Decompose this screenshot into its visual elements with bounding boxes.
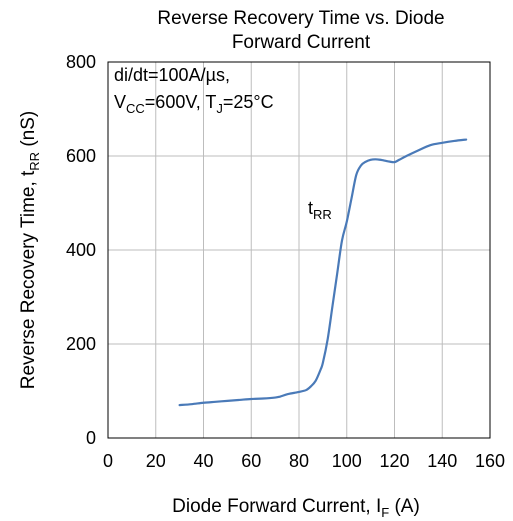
series-line-0 bbox=[178, 138, 468, 407]
annotation-line-1: di/dt=100A/µs, bbox=[114, 65, 230, 85]
series-layer bbox=[178, 138, 468, 407]
chart-title-line-2: Forward Current bbox=[232, 32, 371, 53]
x-tick-label-6: 120 bbox=[379, 451, 409, 471]
x-axis-label: Diode Forward Current, IF (A) bbox=[172, 496, 420, 520]
x-tick-label-4: 80 bbox=[289, 451, 309, 471]
vcc-main: V bbox=[114, 92, 126, 112]
x-tick-label-2: 40 bbox=[193, 451, 213, 471]
plot-frame bbox=[107, 61, 491, 439]
axis-layer: 0 20 40 60 80 100 120 140 160 0 200 400 600 800 bbox=[66, 52, 505, 471]
y-tick-label-0: 0 bbox=[86, 428, 96, 448]
series-label-main: t bbox=[308, 198, 313, 218]
vcc-sub: CC bbox=[126, 101, 145, 116]
x-axis-label-sub: F bbox=[381, 505, 389, 520]
y-tick-label-2: 400 bbox=[66, 240, 96, 260]
y-tick-label-4: 800 bbox=[66, 52, 96, 72]
y-axis-label-sub: RR bbox=[27, 152, 42, 171]
annotation-line-2: VCC=600V, TJ=25°C bbox=[114, 92, 274, 116]
tj-sub: J bbox=[216, 101, 223, 116]
x-tick-label-3: 60 bbox=[241, 451, 261, 471]
chart-title-line-1: Reverse Recovery Time vs. Diode bbox=[157, 8, 444, 29]
x-tick-label-1: 20 bbox=[146, 451, 166, 471]
x-tick-label-7: 140 bbox=[427, 451, 457, 471]
y-tick-label-3: 600 bbox=[66, 146, 96, 166]
y-axis-label: Reverse Recovery Time, tRR (nS) bbox=[18, 111, 42, 390]
x-axis-label-tail: (A) bbox=[389, 496, 420, 517]
series-label-sub: RR bbox=[313, 207, 332, 222]
x-axis-label-main: Diode Forward Current, I bbox=[172, 496, 381, 517]
x-tick-label-0: 0 bbox=[103, 451, 113, 471]
y-tick-label-1: 200 bbox=[66, 334, 96, 354]
tj-tail: =25°C bbox=[223, 92, 274, 112]
grid-layer bbox=[108, 62, 490, 438]
y-axis-label-tail: (nS) bbox=[18, 111, 39, 152]
x-tick-label-5: 100 bbox=[332, 451, 362, 471]
vcc-tail: =600V, T bbox=[145, 92, 217, 112]
x-tick-label-8: 160 bbox=[475, 451, 505, 471]
series-label: tRR bbox=[308, 198, 332, 222]
y-axis-label-main: Reverse Recovery Time, t bbox=[18, 170, 39, 389]
